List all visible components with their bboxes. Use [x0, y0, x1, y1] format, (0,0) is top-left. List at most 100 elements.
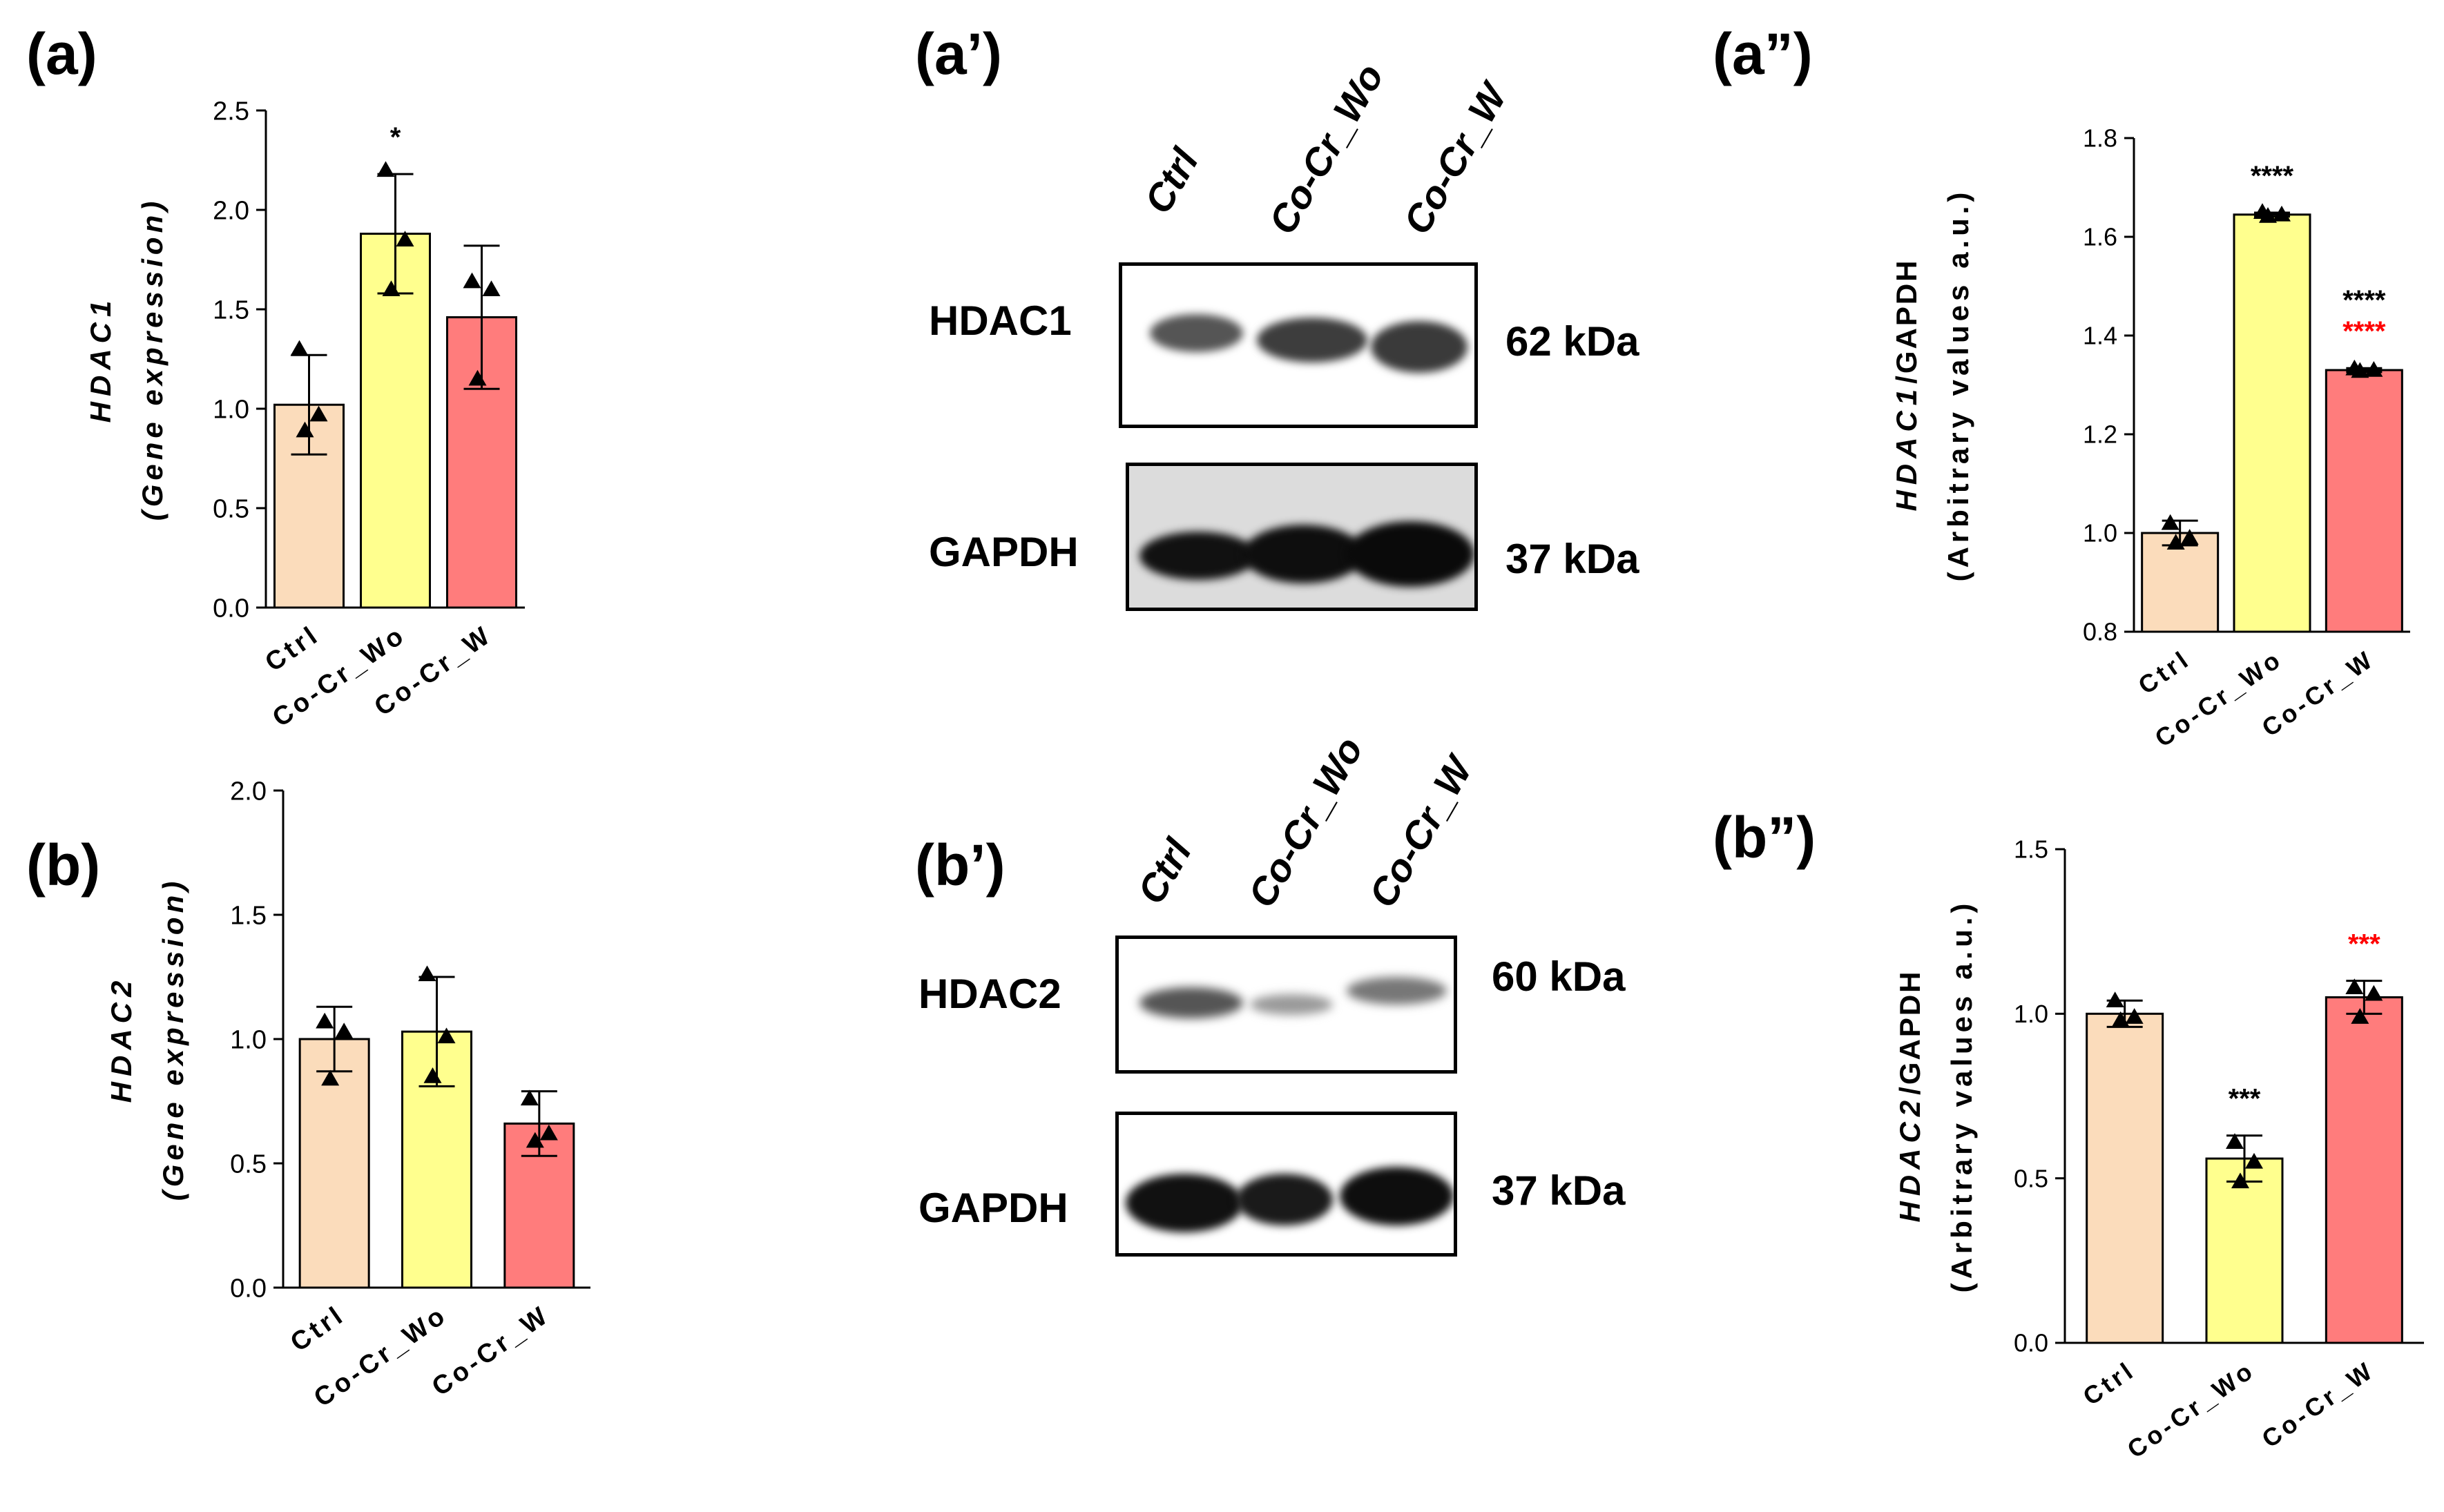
y-tick-label: 0.5 — [213, 494, 249, 523]
y-tick-label: 1.0 — [2083, 519, 2117, 547]
significance-marker: * — [390, 122, 401, 153]
blot-size-label: 37 kDa — [1492, 1167, 1626, 1214]
y-tick-label: 1.8 — [2083, 124, 2117, 153]
bar — [2325, 996, 2403, 1344]
bar — [2325, 369, 2403, 633]
significance-marker: **** — [2342, 285, 2386, 316]
blot-band — [1150, 314, 1243, 352]
blot-protein-label: GAPDH — [918, 1185, 1068, 1231]
y-tick-label: 1.0 — [230, 1025, 267, 1054]
data-point — [382, 280, 401, 296]
panel-label-a-prime: (a’) — [915, 21, 1002, 86]
data-point — [539, 1124, 558, 1141]
data-point — [2111, 1011, 2130, 1027]
significance-marker: *** — [2229, 1084, 2261, 1114]
significance-marker: *** — [2348, 929, 2380, 960]
data-point — [321, 1069, 340, 1086]
data-point — [2245, 1152, 2263, 1169]
x-tick-label: Ctrl — [2133, 644, 2196, 700]
data-point — [2365, 361, 2383, 377]
x-tick-label: Ctrl — [285, 1300, 350, 1357]
y-axis-label-2: (Arbitrary values a.u.) — [1945, 900, 1978, 1293]
data-point — [2166, 534, 2185, 550]
data-point — [296, 421, 314, 438]
blot-band — [1340, 1167, 1454, 1225]
y-tick-label: 0.8 — [2083, 618, 2117, 646]
data-point — [316, 1012, 334, 1029]
chart-a: 0.0 0.5 1.0 1.5 2.0 2.5 HDAC1 (Gene expression)… — [84, 97, 525, 733]
data-point — [309, 405, 328, 422]
data-point — [520, 1089, 539, 1106]
data-point — [335, 1022, 354, 1038]
y-tick-label: 0.0 — [213, 594, 249, 623]
blot-size-label: 37 kDa — [1505, 536, 1639, 582]
y-axis-label: HDAC2/GAPDH — [1894, 969, 1926, 1222]
panel-label-b: (b) — [26, 833, 101, 898]
blot-membrane-gapdh — [1126, 463, 1478, 611]
y-tick-label: 1.4 — [2083, 322, 2117, 350]
y-tick-label: 1.5 — [230, 901, 267, 930]
blot-protein-label: HDAC1 — [929, 298, 1072, 344]
data-point — [2226, 1133, 2244, 1149]
y-tick-label: 0.0 — [2014, 1329, 2048, 1357]
y-tick-label: 2.0 — [230, 777, 267, 806]
data-point — [482, 280, 501, 296]
y-tick-label: 0.0 — [230, 1274, 267, 1303]
y-tick-label: 0.5 — [230, 1150, 267, 1179]
bar — [2233, 213, 2311, 633]
blot-band — [1347, 977, 1447, 1005]
x-tick-label: Co-Cr_W — [2257, 1355, 2380, 1453]
blot-band — [1250, 994, 1333, 1015]
blot-size-label: 62 kDa — [1505, 318, 1639, 365]
data-point — [2273, 205, 2291, 222]
blot-band — [1371, 321, 1468, 373]
blot-band — [1347, 521, 1474, 587]
y-tick-label: 1.2 — [2083, 420, 2117, 449]
blot-size-label: 60 kDa — [1492, 953, 1626, 1000]
blot-band — [1126, 1174, 1243, 1232]
y-tick-label: 1.6 — [2083, 223, 2117, 251]
blot-band — [1236, 1174, 1333, 1225]
significance-marker: **** — [2251, 161, 2294, 191]
chart-b2: 0.0 0.5 1.0 1.5 HDAC2/GAPDH (Arbitrary values… — [1894, 835, 2424, 1464]
data-point — [2161, 514, 2180, 530]
blot-membrane-gapdh — [1115, 1112, 1457, 1257]
y-tick-label: 1.0 — [213, 395, 249, 424]
y-axis-label-2: (Gene expression) — [157, 878, 189, 1201]
blot-protein-label: HDAC2 — [918, 971, 1061, 1017]
data-point — [437, 1027, 456, 1044]
panel-label-a-double-prime: (a”) — [1713, 21, 1813, 86]
data-point — [290, 340, 309, 356]
data-point — [463, 272, 481, 289]
blot-membrane-hdac2 — [1115, 936, 1457, 1074]
data-point — [526, 1132, 544, 1148]
y-tick-label: 2.0 — [213, 196, 249, 225]
bar — [2205, 1157, 2284, 1344]
y-tick-label: 1.5 — [2014, 835, 2048, 864]
y-axis-label: HDAC1 — [84, 295, 117, 423]
bar — [2086, 1012, 2164, 1344]
y-axis-label: HDAC1/GAPDH — [1890, 258, 1923, 511]
panel-label-b-prime: (b’) — [915, 833, 1005, 898]
y-axis-label: HDAC2 — [105, 976, 137, 1103]
blot-band — [1139, 532, 1257, 580]
data-point — [423, 1067, 442, 1083]
blot-band — [1257, 318, 1367, 362]
data-point — [2365, 985, 2383, 1001]
data-point — [2231, 1172, 2249, 1189]
y-tick-label: 0.5 — [2014, 1164, 2048, 1192]
significance-marker: **** — [2342, 316, 2386, 347]
data-point — [2345, 978, 2364, 994]
y-tick-label: 2.5 — [213, 97, 249, 126]
blot-membrane-hdac1 — [1119, 262, 1478, 428]
chart-a2: 0.8 1.0 1.2 1.4 1.6 1.8 HDAC1/GAPDH (Arbitrary … — [1890, 124, 2410, 753]
x-tick-label: Ctrl — [2078, 1355, 2141, 1411]
chart-b: 0.0 0.5 1.0 1.5 2.0 HDAC2 (Gene expression) Ctr… — [105, 777, 590, 1413]
data-point — [468, 369, 487, 386]
y-axis-label-2: (Gene expression) — [136, 197, 169, 521]
y-axis-label-2: (Arbitrary values a.u.) — [1942, 188, 1974, 582]
data-point — [418, 965, 436, 982]
y-tick-label: 1.0 — [2014, 1000, 2048, 1028]
